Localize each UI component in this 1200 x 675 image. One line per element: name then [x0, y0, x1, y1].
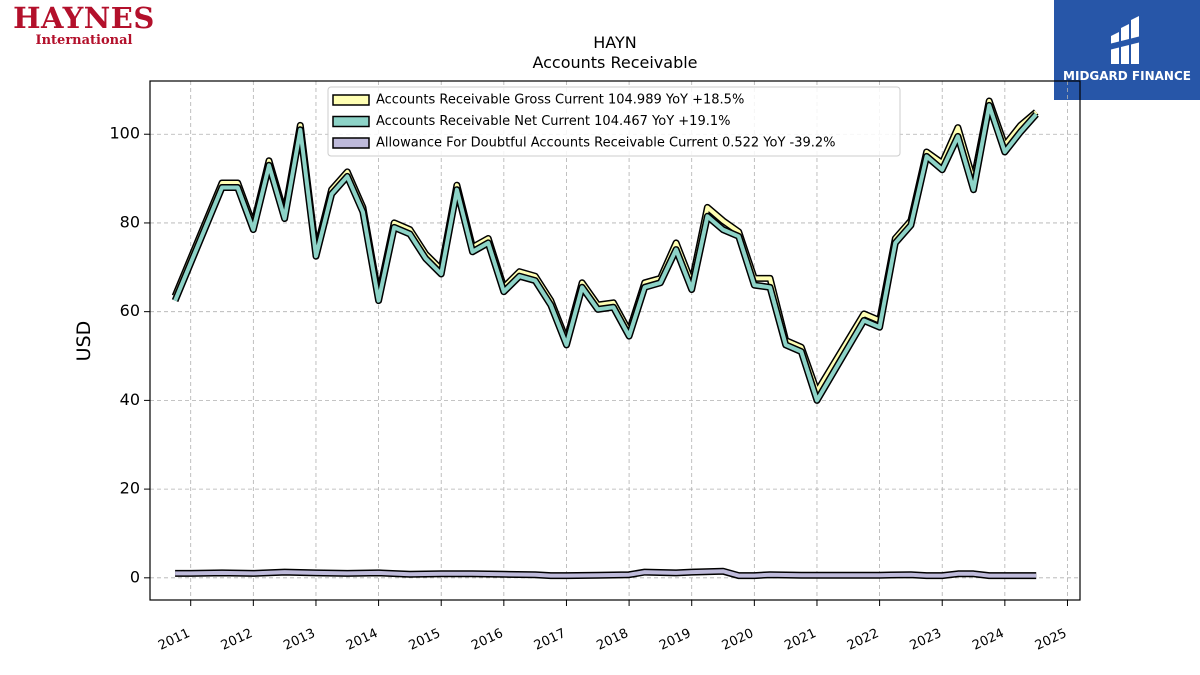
x-tick-label: 2018	[594, 626, 630, 654]
haynes-logo: HAYNES International	[4, 1, 164, 48]
legend-swatch	[332, 94, 370, 106]
y-tick-label: 80	[120, 212, 140, 231]
x-tick-label: 2017	[532, 626, 568, 654]
y-tick-label: 0	[130, 567, 140, 586]
x-tick-label: 2025	[1033, 626, 1069, 654]
legend-entry-label: Accounts Receivable Gross Current 104.98…	[376, 93, 744, 108]
series-line-path	[173, 103, 1038, 403]
y-tick-label: 60	[120, 301, 140, 320]
x-tick-label: 2016	[469, 626, 505, 654]
series-lines	[171, 97, 1039, 580]
x-tick-label: 2022	[845, 626, 881, 654]
chart-title: HAYN	[593, 33, 636, 52]
y-axis-label: USD	[73, 321, 95, 362]
series-2-line	[171, 101, 1039, 404]
x-tick-label: 2014	[344, 626, 380, 654]
midgard-logo-name: MIDGARD FINANCE	[1063, 69, 1191, 83]
x-tick-label: 2011	[156, 626, 192, 654]
legend-entry-label: Accounts Receivable Net Current 104.467 …	[376, 114, 731, 129]
x-tick-label: 2012	[219, 626, 255, 654]
y-tick-label: 100	[109, 124, 140, 143]
chart-subtitle: Accounts Receivable	[532, 53, 697, 72]
x-tick-label: 2024	[970, 626, 1006, 654]
legend-swatch	[332, 137, 370, 149]
x-tick-label: 2019	[657, 626, 693, 654]
x-tick-label: 2023	[908, 626, 944, 654]
series-line-path	[175, 569, 1037, 578]
y-axis-ticks: 0 20 40 60 80 100	[109, 124, 150, 586]
x-tick-label: 2013	[281, 626, 317, 654]
legend-swatch	[332, 115, 370, 128]
midgard-emblem-icon	[1109, 16, 1141, 64]
midgard-finance-logo: MIDGARD FINANCE	[1054, 0, 1200, 100]
grid-lines	[150, 81, 1080, 600]
legend-box	[327, 86, 901, 157]
x-tick-label: 2021	[782, 626, 818, 654]
series-3-line	[175, 567, 1037, 580]
legend: Accounts Receivable Gross Current 104.98…	[327, 86, 901, 157]
x-tick-label: 2020	[720, 626, 756, 654]
y-tick-label: 40	[120, 390, 140, 409]
x-tick-label: 2015	[407, 626, 443, 654]
plot-frame	[149, 80, 1081, 601]
x-axis-ticks: 2011 2012 2013 2014 2015 2016 2017 2018 2019 2020…	[156, 600, 1069, 654]
legend-entry-label: Allowance For Doubtful Accounts Receivab…	[376, 136, 836, 151]
haynes-logo-sub: International	[35, 33, 133, 48]
haynes-logo-name: HAYNES	[13, 1, 155, 35]
y-tick-label: 20	[120, 479, 140, 498]
